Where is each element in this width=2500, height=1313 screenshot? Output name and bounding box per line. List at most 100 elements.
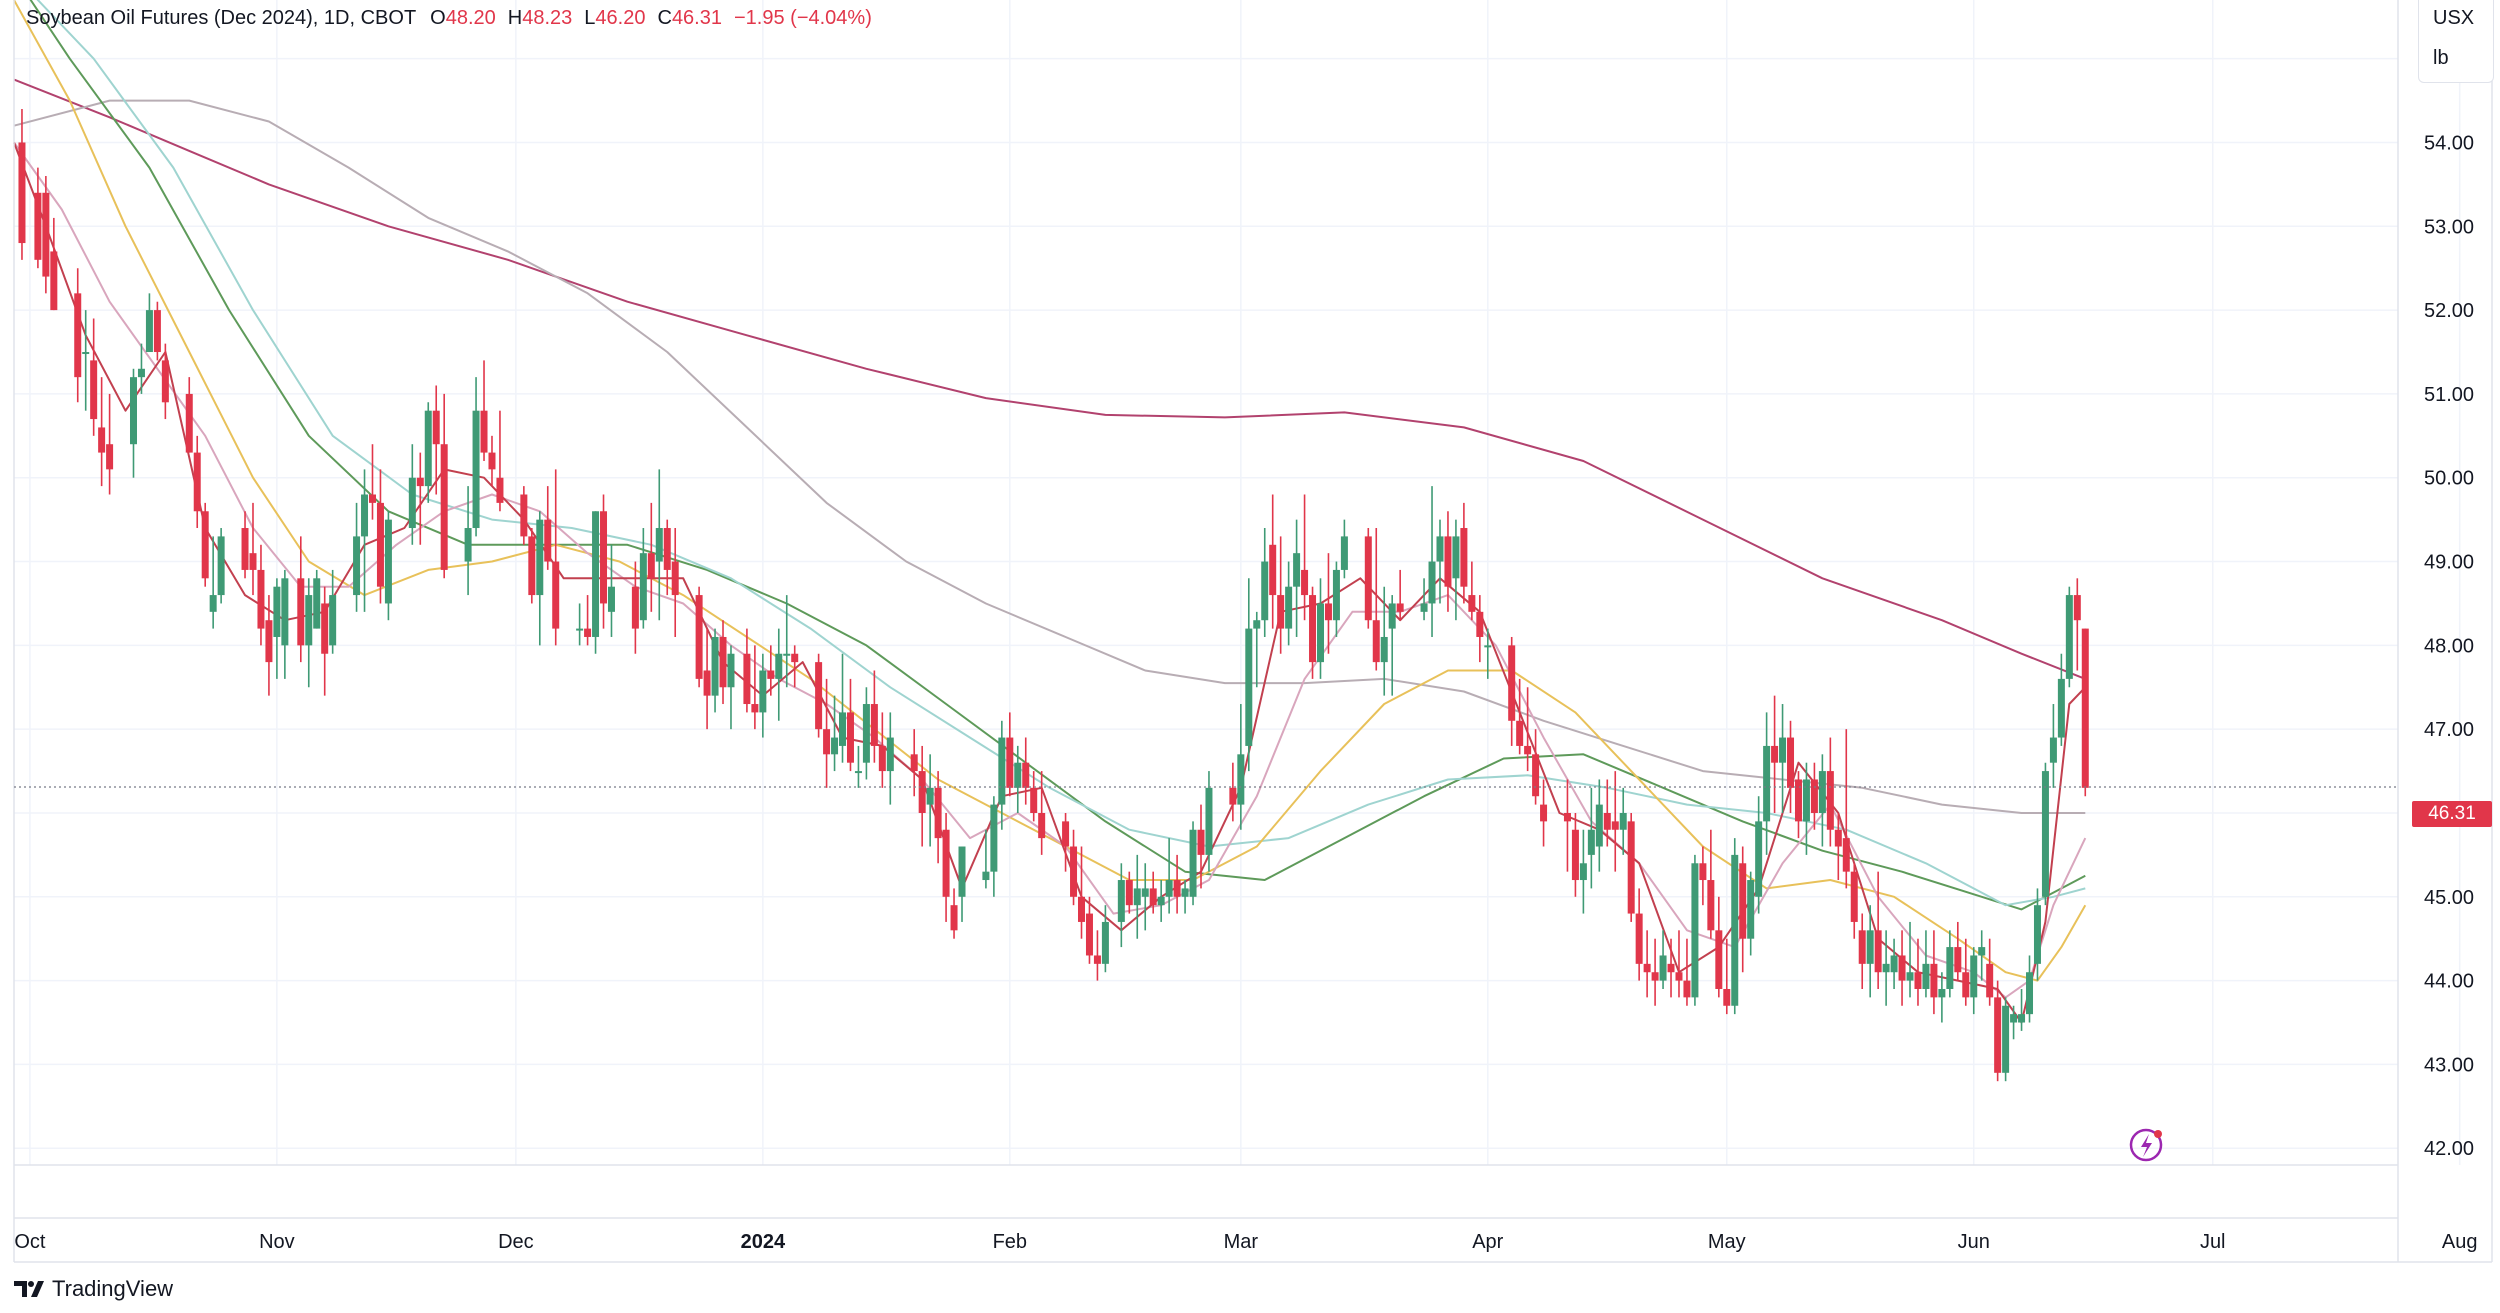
candle-body xyxy=(631,586,639,629)
candle-body xyxy=(1428,561,1436,604)
candle-body xyxy=(1683,980,1691,998)
y-tick-label: 44.00 xyxy=(2424,971,2474,993)
candle-body xyxy=(751,704,759,713)
candle-body xyxy=(90,360,98,420)
y-tick-label: 48.00 xyxy=(2424,635,2474,657)
candle-body xyxy=(241,528,249,570)
candle-body xyxy=(1579,863,1587,881)
x-tick-label: 2024 xyxy=(741,1231,786,1253)
candle-body xyxy=(1978,947,1986,956)
candle-body xyxy=(854,771,862,774)
open-label: O xyxy=(430,7,446,29)
candle-body xyxy=(607,586,615,612)
candle-body xyxy=(82,352,90,355)
candle-body xyxy=(671,561,679,596)
y-tick-label: 50.00 xyxy=(2424,468,2474,490)
candle-body xyxy=(1962,972,1970,998)
candle-body xyxy=(663,528,671,570)
candle-body xyxy=(376,502,384,587)
close-value: 46.31 xyxy=(671,7,722,29)
candle-body xyxy=(727,653,735,688)
candle-body xyxy=(1508,645,1516,721)
candle-body xyxy=(1643,963,1651,973)
candle-body xyxy=(1826,771,1834,830)
candle-body xyxy=(432,410,440,445)
lightning-icon[interactable] xyxy=(2129,1128,2163,1162)
candle-body xyxy=(998,737,1006,805)
currency-label[interactable]: USX xyxy=(2433,7,2475,29)
candle-body xyxy=(1157,896,1165,906)
candle-body xyxy=(1309,595,1317,663)
candle-body xyxy=(472,410,480,529)
candle-body xyxy=(1476,611,1484,637)
candle-body xyxy=(1173,880,1181,897)
candle-body xyxy=(1197,829,1205,855)
x-tick-label: Aug xyxy=(2442,1231,2478,1253)
candle-body xyxy=(2081,628,2089,788)
candle-body xyxy=(1396,603,1404,612)
candle-body xyxy=(153,310,161,353)
candle-body xyxy=(2010,1014,2018,1023)
candle-body xyxy=(1563,812,1571,822)
x-tick-label: Oct xyxy=(14,1231,46,1253)
candle-body xyxy=(209,595,217,612)
y-tick-label: 49.00 xyxy=(2424,552,2474,574)
candle-body xyxy=(1277,595,1285,629)
candle-body xyxy=(2073,595,2081,621)
candle-body xyxy=(313,578,321,629)
open-value: 48.20 xyxy=(445,7,496,29)
low-label: L xyxy=(584,7,596,29)
candle-body xyxy=(1030,787,1038,813)
candle-body xyxy=(1779,737,1787,763)
high-label: H xyxy=(507,7,523,29)
y-tick-label: 42.00 xyxy=(2424,1138,2474,1160)
candle-body xyxy=(488,452,496,470)
candle-body xyxy=(2002,1005,2010,1073)
candle-body xyxy=(1619,812,1627,830)
candle-body xyxy=(1675,972,1683,981)
x-tick-label: May xyxy=(1708,1231,1746,1253)
candle-body xyxy=(1603,812,1611,830)
candle-body xyxy=(775,653,783,679)
candle-body xyxy=(934,787,942,839)
candle-body xyxy=(1022,762,1030,788)
candle-body xyxy=(42,192,50,277)
candle-body xyxy=(831,737,839,755)
candle-body xyxy=(1125,880,1133,906)
candle-body xyxy=(1205,787,1213,855)
candle-body xyxy=(862,704,870,763)
candle-body xyxy=(1906,972,1914,981)
symbol-name[interactable]: Soybean Oil Futures (Dec 2024), 1D, CBOT xyxy=(26,7,417,29)
candle-body xyxy=(990,804,998,872)
candle-body xyxy=(1189,829,1197,897)
candle-body xyxy=(480,410,488,453)
candle-body xyxy=(886,737,894,772)
unit-selector[interactable]: USX lb xyxy=(2418,0,2494,83)
candle-body xyxy=(1994,997,2002,1073)
x-tick-label: Mar xyxy=(1224,1231,1259,1253)
unit-label[interactable]: lb xyxy=(2433,47,2449,69)
x-tick-label: Jun xyxy=(1958,1231,1990,1253)
candle-body xyxy=(1165,880,1173,897)
candle-body xyxy=(1316,603,1324,663)
candle-body xyxy=(1133,888,1141,906)
candle-body xyxy=(74,293,82,378)
candle-body xyxy=(759,670,767,713)
moving-averages xyxy=(13,0,2087,1024)
candle-body xyxy=(185,393,193,453)
y-tick-label: 43.00 xyxy=(2424,1054,2474,1076)
candle-body xyxy=(1858,930,1866,964)
candle-body xyxy=(265,620,273,663)
candle-body xyxy=(1802,779,1810,822)
x-tick-label: Dec xyxy=(498,1231,534,1253)
tradingview-logo[interactable]: TradingView xyxy=(14,1276,173,1302)
candle-body xyxy=(639,553,647,621)
candle-body xyxy=(1707,880,1715,931)
candle-body xyxy=(520,494,528,537)
candle-body xyxy=(823,729,831,755)
candle-body xyxy=(273,586,281,637)
y-tick-label: 51.00 xyxy=(2424,384,2474,406)
candle-body xyxy=(1898,955,1906,981)
candle-body xyxy=(1078,896,1086,922)
